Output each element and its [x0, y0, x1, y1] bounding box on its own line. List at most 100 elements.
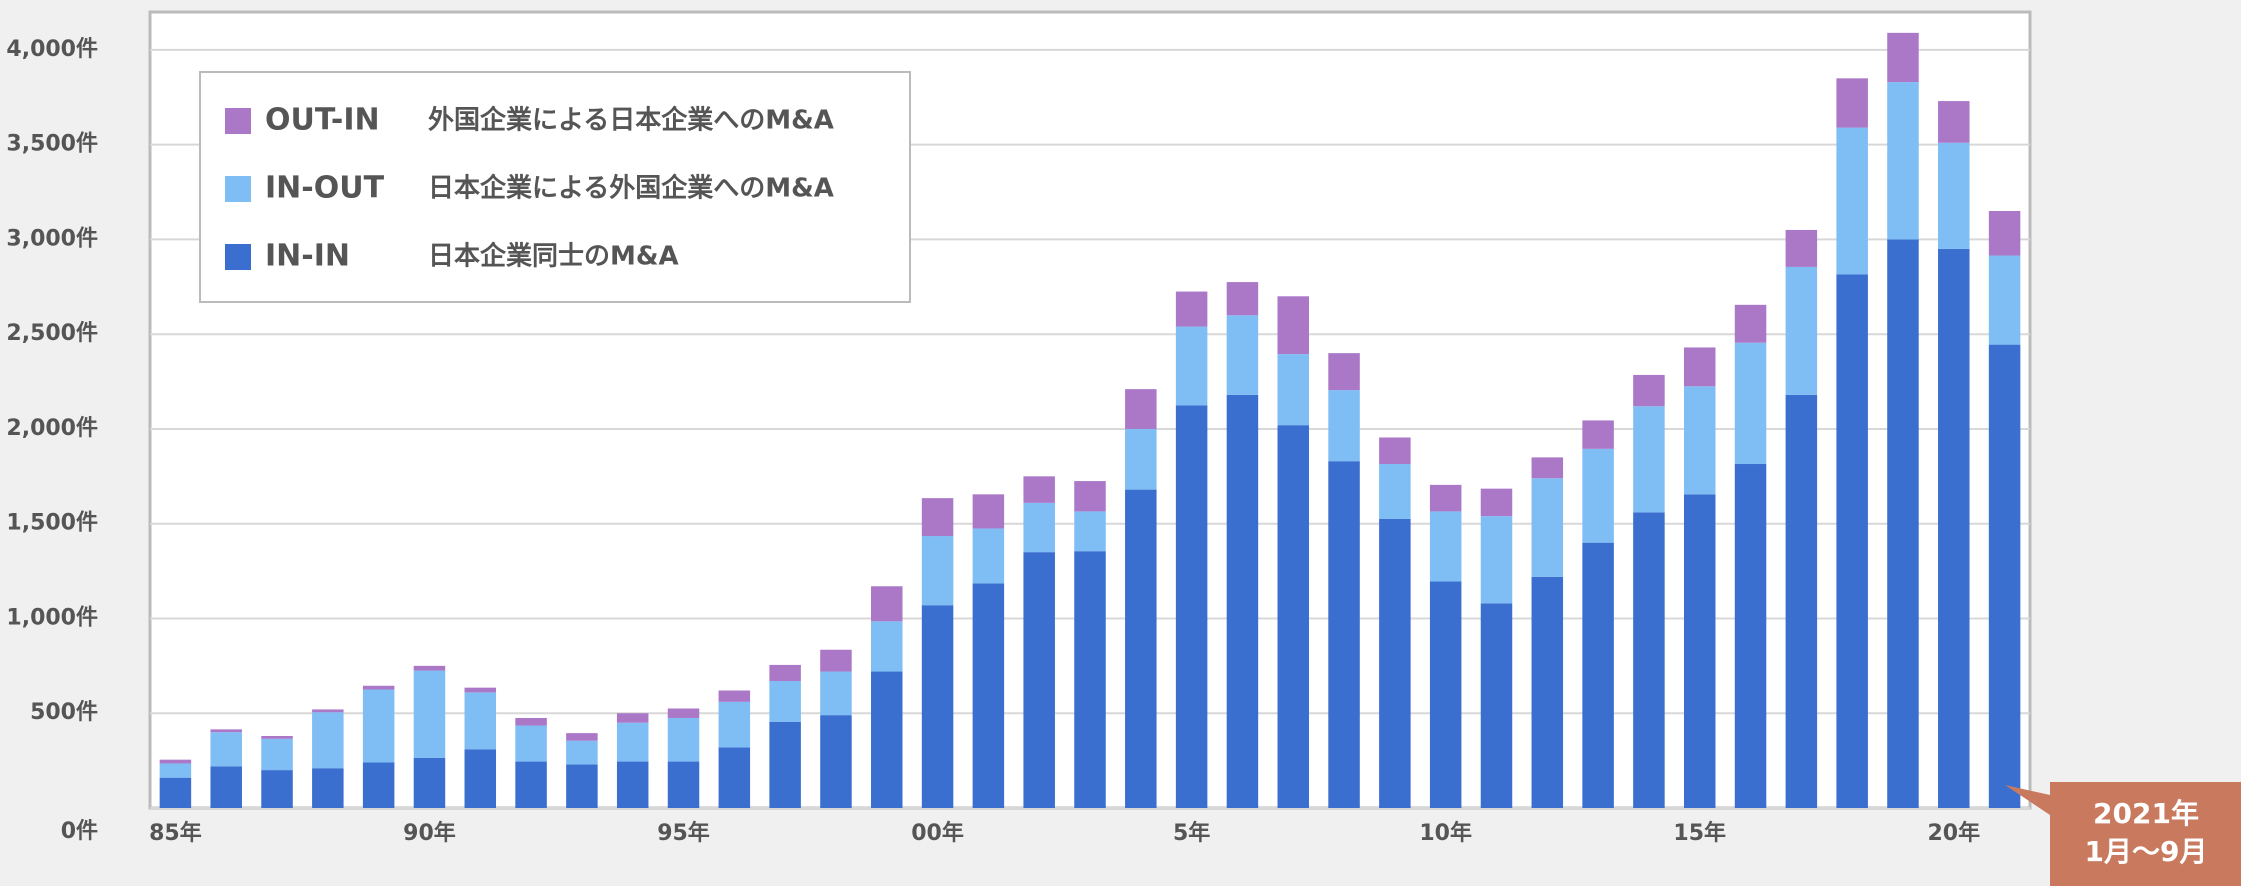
- bar-segment: [1836, 78, 1868, 128]
- bar-segment: [769, 664, 801, 682]
- bar-segment: [1582, 448, 1614, 543]
- x-tick-label: 10年: [1419, 820, 1472, 846]
- bar-segment: [1633, 512, 1665, 808]
- bar-segment: [1938, 248, 1970, 808]
- bar-segment: [1175, 291, 1208, 327]
- bar-segment: [718, 747, 751, 808]
- bar-segment: [1379, 464, 1411, 519]
- annotation: 2021年: [2093, 797, 2199, 830]
- bar-segment: [1379, 518, 1411, 808]
- bar-segment: [566, 733, 598, 741]
- x-tick-label: 85年: [149, 820, 202, 846]
- bar-segment: [1683, 347, 1716, 387]
- bar-segment: [312, 768, 344, 808]
- y-tick-label: 3,500件: [6, 132, 98, 157]
- bar-segment: [1328, 390, 1360, 462]
- bar-segment: [1938, 101, 1970, 143]
- bar-segment: [1074, 551, 1106, 808]
- bar-segment: [1836, 274, 1868, 808]
- bar-segment: [1988, 255, 2021, 345]
- legend-swatch: [225, 244, 251, 270]
- bar-segment: [159, 759, 192, 764]
- bar-segment: [1633, 374, 1665, 407]
- bar-segment: [769, 681, 801, 722]
- legend-label: OUT-IN: [265, 103, 380, 138]
- bar-segment: [1125, 428, 1157, 490]
- bar-segment: [1023, 552, 1055, 808]
- bar-segment: [921, 536, 954, 606]
- legend-swatch: [225, 108, 251, 134]
- bar-segment: [566, 764, 598, 808]
- legend-label: IN-IN: [265, 239, 350, 274]
- bar-segment: [1480, 516, 1513, 604]
- y-tick-label: 0件: [61, 819, 98, 844]
- bar-segment: [1023, 476, 1055, 503]
- bar-segment: [871, 671, 903, 808]
- bar-segment: [1633, 406, 1665, 513]
- annotation: 1月～9月: [2085, 835, 2208, 868]
- bar-segment: [667, 708, 700, 718]
- legend-box: [199, 71, 911, 303]
- bar-segment: [159, 763, 192, 778]
- y-tick-label: 4,000件: [6, 37, 98, 62]
- bar-segment: [261, 770, 293, 808]
- bar-segment: [1582, 542, 1614, 808]
- bar-segment: [1683, 386, 1716, 495]
- legend-description: 日本企業同士のM&A: [428, 241, 679, 272]
- bar-segment: [515, 725, 547, 762]
- bar-segment: [566, 740, 598, 765]
- bar-segment: [1480, 488, 1513, 517]
- bar-segment: [820, 649, 852, 672]
- bar-segment: [616, 761, 649, 808]
- bar-segment: [1938, 142, 1970, 249]
- bar-segment: [413, 665, 446, 671]
- bar-segment: [1175, 405, 1208, 808]
- bar-segment: [616, 722, 649, 762]
- bar-segment: [718, 701, 751, 748]
- bar-segment: [515, 717, 547, 726]
- bar-segment: [972, 528, 1005, 584]
- bar-segment: [261, 738, 293, 771]
- y-tick-label: 1,500件: [6, 511, 98, 536]
- bar-segment: [667, 761, 700, 808]
- bar-segment: [769, 721, 801, 808]
- x-tick-label: 95年: [657, 820, 710, 846]
- bar-segment: [1226, 394, 1259, 808]
- x-tick-label: 00年: [911, 820, 964, 846]
- bar-segment: [159, 777, 192, 808]
- bar-segment: [921, 498, 954, 537]
- bar-segment: [1125, 389, 1157, 429]
- bar-segment: [1429, 581, 1462, 808]
- bar-segment: [1785, 229, 1818, 267]
- bar-segment: [1429, 511, 1462, 582]
- bar-segment: [362, 762, 395, 808]
- bar-segment: [1988, 211, 2021, 256]
- bar-segment: [1531, 576, 1564, 808]
- bar-segment: [1887, 239, 1919, 808]
- bar-segment: [718, 690, 751, 702]
- bar-segment: [1734, 342, 1767, 465]
- bar-segment: [972, 583, 1005, 808]
- bar-segment: [362, 685, 395, 690]
- callout: [2005, 782, 2241, 886]
- bar-segment: [1887, 82, 1919, 240]
- bar-segment: [871, 586, 903, 622]
- bar-segment: [1480, 603, 1513, 808]
- x-tick-label: 15年: [1673, 820, 1726, 846]
- bar-segment: [312, 709, 344, 713]
- bar-segment: [312, 712, 344, 769]
- y-tick-label: 3,000件: [6, 226, 98, 251]
- bar-segment: [1125, 489, 1157, 808]
- y-tick-label: 1,000件: [6, 605, 98, 630]
- bar-segment: [210, 766, 242, 808]
- bar-segment: [1226, 282, 1259, 316]
- bar-segment: [1328, 461, 1360, 808]
- legend-swatch: [225, 176, 251, 202]
- bar-segment: [210, 729, 242, 733]
- y-tick-label: 500件: [30, 700, 98, 725]
- bar-segment: [413, 670, 446, 758]
- bar-segment: [616, 713, 649, 723]
- bar-segment: [464, 687, 497, 693]
- bar-segment: [464, 692, 497, 750]
